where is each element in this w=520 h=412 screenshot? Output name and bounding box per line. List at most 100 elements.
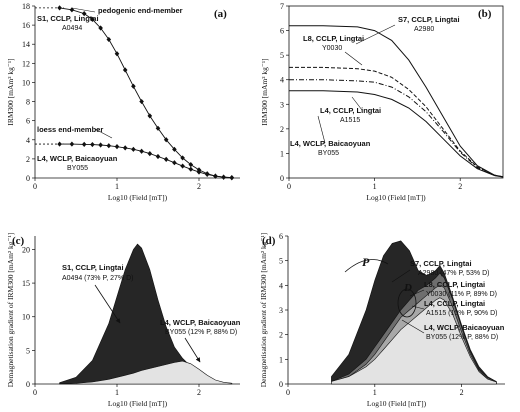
b-l4c-label: L4, CCLP, Lingtai — [320, 106, 381, 115]
b-l8-sample: Y0030 — [322, 45, 342, 52]
b-series-line-1 — [289, 66, 504, 178]
panel-b: 0 1 2 0 1 2 3 4 5 6 7 Log10 (Field [mT]) IRM300 [mAm… — [260, 2, 504, 202]
panel-b-xlabel: Log10 (Field [mT]) — [366, 193, 426, 202]
a-data-point — [180, 155, 185, 161]
a-data-point — [180, 163, 185, 169]
d-l8-label: L8, CCLP, Lingtai — [424, 280, 485, 289]
panel-b-marks — [289, 24, 504, 178]
d-l4w-label: L4, WCLP, Baicaoyuan — [424, 323, 505, 332]
a-l4-label: L4, WCLP, Baicaoyuan — [37, 154, 118, 163]
panel-d-ytick-label: 6 — [279, 232, 283, 241]
d-pointer-2 — [411, 305, 425, 310]
a-data-point — [98, 25, 103, 31]
d-p-label: P — [362, 255, 370, 269]
b-l4c-sample: A1515 — [340, 117, 360, 124]
panel-d-label: (d) — [262, 235, 276, 247]
panel-b-xtick-label: 2 — [458, 182, 462, 191]
panel-b-ytick-label: 3 — [280, 100, 284, 109]
panel-b-ytick-label: 6 — [280, 27, 284, 36]
a-data-point — [155, 125, 161, 131]
panel-a-xlabel: Log10 (Field [mT]) — [108, 193, 168, 202]
a-data-point — [122, 67, 128, 73]
a-data-point — [57, 5, 62, 11]
panel-a-ytick-label: 14 — [22, 40, 30, 49]
panel-b-xtick-label: 0 — [287, 182, 291, 191]
loess-end-member-label: loess end-member — [37, 125, 103, 134]
panel-c-ylabel: Demagnetisation gradient of IRM300 [mAm²… — [6, 233, 15, 387]
d-l4c-label: L4, CCLP, Lingtai — [424, 299, 485, 308]
b-series-line-0 — [289, 25, 504, 178]
panel-d-axes: 0 1 2 0 1 2 3 4 5 6 Log10 (Field [mT]) Demagnetisat… — [259, 232, 505, 408]
a-data-point — [90, 16, 95, 22]
d-series-area-3 — [331, 297, 497, 385]
panel-c-xlabel: Log10 (Field [mT]) — [108, 399, 168, 408]
panel-a-label: (a) — [214, 8, 227, 20]
a-data-point — [163, 137, 169, 143]
d-l4c-sample: A1515 (10% P, 90% D) — [426, 310, 497, 317]
panel-a-ytick-label: 16 — [22, 21, 30, 30]
a-data-point — [69, 141, 75, 147]
a-data-point — [81, 11, 87, 17]
panel-c-xtick-label: 0 — [33, 388, 37, 397]
panel-c-ytick-label: 0 — [26, 380, 30, 389]
panel-a-marks — [35, 5, 235, 181]
d-pointer-0 — [391, 269, 411, 283]
panel-b-ytick-label: 5 — [280, 51, 284, 60]
panel-c-xtick-label: 1 — [115, 388, 119, 397]
panel-a-ytick-label: 2 — [26, 155, 30, 164]
panel-b-xtick-label: 1 — [373, 182, 377, 191]
a-data-point — [204, 171, 210, 177]
a-data-point — [114, 144, 120, 150]
panel-a-ytick-label: 4 — [26, 136, 30, 145]
a-data-point — [114, 51, 120, 57]
a-data-point — [98, 142, 103, 148]
panel-a-ytick-label: 0 — [26, 174, 30, 183]
a-loess-pointer — [94, 128, 113, 139]
a-data-point — [155, 153, 161, 160]
c-s1-label: S1, CCLP, Lingtai — [62, 263, 124, 272]
a-s1-label: S1, CCLP, Lingtai — [37, 14, 99, 23]
b-pointer-3 — [317, 115, 326, 144]
panel-a-ytick-label: 6 — [26, 117, 30, 126]
panel-c-marks — [59, 243, 233, 385]
a-data-point — [213, 173, 218, 179]
panel-b-ylabel: IRM300 [mAm² kg⁻¹] — [260, 58, 269, 125]
a-data-point — [229, 175, 235, 181]
panel-c-ytick-label: 10 — [22, 313, 30, 322]
panel-b-ytick-label: 2 — [280, 125, 284, 134]
d-d-ellipse — [397, 288, 417, 318]
panel-c-label: (c) — [12, 235, 25, 247]
a-data-point — [196, 169, 202, 175]
b-pointer-1 — [344, 51, 363, 66]
c-s1-sample: A0494 (73% P, 27% D) — [62, 275, 133, 282]
pedogenic-end-member-label: pedogenic end-member — [98, 6, 183, 15]
a-data-point — [147, 151, 153, 157]
d-p-bracket — [344, 259, 389, 273]
panel-c-ytick-label: 20 — [22, 245, 30, 254]
panel-d-xtick-label: 0 — [286, 388, 290, 397]
a-data-point — [122, 145, 128, 151]
c-series-area-1 — [59, 360, 233, 385]
d-s7-label: S7, CCLP, Lingtai — [410, 259, 472, 268]
panel-d-ytick-label: 1 — [279, 355, 283, 364]
panel-a-ylabel: IRM300 [mAm² kg⁻¹] — [6, 58, 15, 125]
d-pointer-3 — [401, 319, 425, 334]
panel-b-ytick-label: 0 — [280, 174, 284, 183]
panel-b-frame — [288, 5, 504, 179]
panel-d-marks — [331, 240, 497, 385]
a-data-point — [69, 7, 75, 13]
c-l4-label: L4, WCLP, Baicaoyuan — [160, 318, 241, 327]
a-data-point — [172, 160, 177, 166]
panel-c-xtick-label: 2 — [197, 388, 201, 397]
a-data-point — [163, 156, 169, 162]
b-pointer-0 — [355, 24, 396, 45]
b-s7-label: S7, CCLP, Lingtai — [398, 15, 460, 24]
c-s1-arrow — [94, 284, 121, 324]
a-data-point — [131, 146, 136, 152]
c-l4-arrow — [184, 337, 201, 363]
panel-a-xtick-label: 2 — [197, 182, 201, 191]
panel-a-xtick-label: 1 — [115, 182, 119, 191]
